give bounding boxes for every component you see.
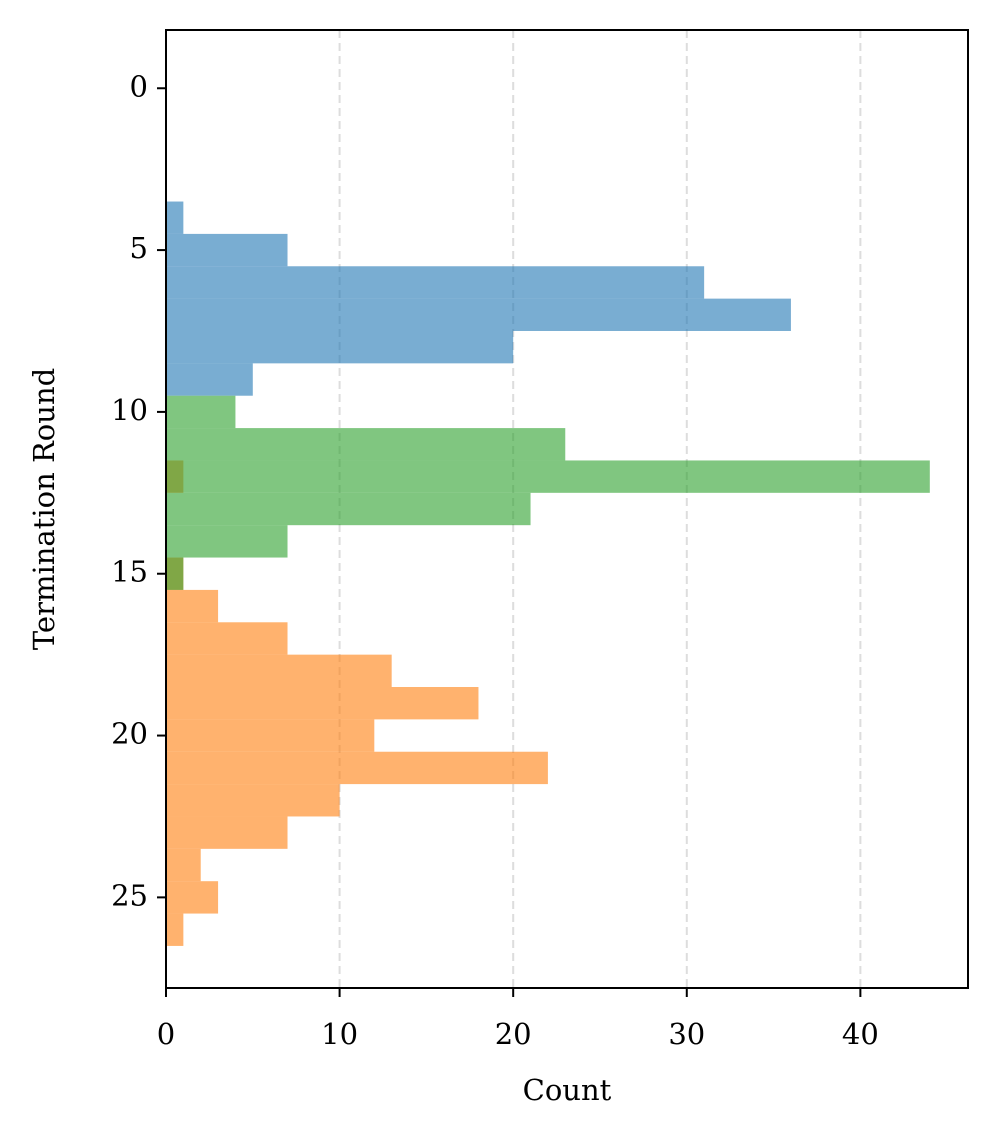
bar — [166, 363, 253, 396]
bar — [166, 266, 705, 299]
x-tick-label: 30 — [668, 1017, 705, 1051]
y-tick-label: 0 — [130, 69, 148, 103]
y-tick-label: 15 — [111, 555, 148, 589]
bar — [166, 330, 514, 364]
bar — [166, 525, 288, 558]
bar — [166, 298, 791, 331]
bar — [166, 687, 479, 720]
bar — [166, 913, 184, 946]
bar — [166, 784, 340, 817]
bar — [166, 557, 184, 590]
y-tick-label: 25 — [111, 878, 148, 912]
bar — [166, 881, 219, 914]
x-tick-label: 0 — [157, 1017, 175, 1051]
bar — [166, 719, 375, 752]
plot-frame — [165, 29, 969, 989]
y-tick-label: 5 — [130, 231, 148, 265]
bar — [166, 654, 392, 688]
bar — [166, 428, 566, 461]
bar — [166, 492, 531, 526]
y-tick-label: 10 — [111, 393, 148, 427]
y-tick-label: 20 — [111, 717, 148, 751]
x-axis-label: Count — [523, 1073, 612, 1107]
y-axis-label: Termination Round — [27, 368, 61, 650]
bar — [166, 589, 219, 623]
bar — [166, 751, 548, 785]
bar — [166, 816, 288, 849]
bar — [166, 622, 288, 655]
bar — [166, 233, 288, 267]
x-tick-label: 20 — [495, 1017, 532, 1051]
x-tick-label: 10 — [321, 1017, 358, 1051]
bar — [166, 848, 201, 882]
x-tick-label: 40 — [842, 1017, 879, 1051]
bar — [166, 201, 184, 234]
bar — [166, 460, 930, 493]
bar — [166, 395, 236, 429]
